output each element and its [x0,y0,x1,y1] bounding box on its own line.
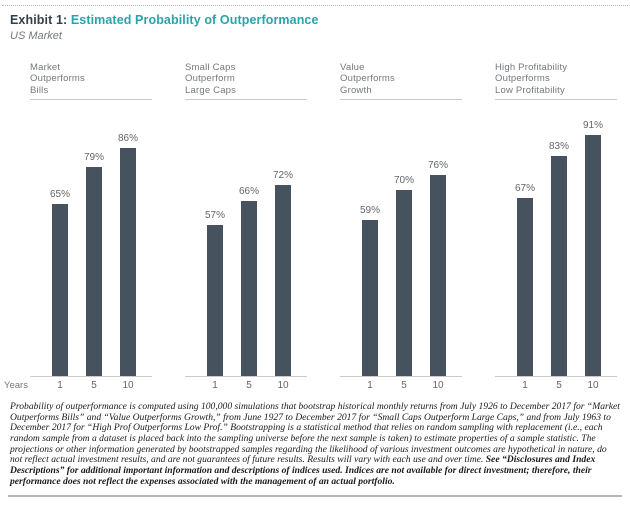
group-title: High Profitability Outperforms Low Profita… [495,62,617,96]
chart-header: Exhibit 1: Estimated Probability of Outp… [10,13,620,43]
bar-value-label: 59% [360,204,381,216]
bar-slot: 57% [205,209,226,376]
x-axis-ticks: 1 5 10 [495,380,617,391]
bar [585,134,601,376]
bar-slot: 65% [50,188,71,376]
chart-group: Market Outperforms Bills 65% 79% 86% 1 5 10 [30,62,152,391]
x-axis-baseline [340,375,462,377]
group-title: Market Outperforms Bills [30,62,152,96]
group-title: Small Caps Outperform Large Caps [185,62,307,96]
bar-value-label: 86% [118,132,139,144]
bar-slot: 76% [428,159,449,376]
bar-slot: 70% [394,174,415,376]
bar-value-label: 91% [583,119,604,131]
bar-slot: 72% [273,169,294,376]
chart-title: Estimated Probability of Outperformance [70,13,319,27]
group-title: Value Outperforms Growth [340,62,462,96]
bar-value-label: 79% [84,151,105,163]
top-dotted-divider [2,5,628,6]
bar [241,200,257,376]
bar-slot: 91% [583,119,604,376]
bar [207,224,223,376]
group-title-line: Outperforms [340,73,395,85]
x-axis-tick-label: 5 [246,379,252,391]
group-plot: 59% 70% 76% [340,100,462,376]
x-axis-tick-label: 1 [212,379,218,391]
chart-group: Value Outperforms Growth 59% 70% 76% 1 5 10 [340,62,462,391]
group-title-underline [30,98,152,100]
group-title-line: High Profitability [495,62,568,73]
bar-value-label: 70% [394,174,415,186]
bar [551,155,567,376]
group-title-underline [495,98,617,100]
group-title-line: Value [340,62,365,73]
bar-slot: 66% [239,185,260,376]
footnote: Probability of outperformance is compute… [10,400,620,488]
bar-value-label: 72% [273,169,294,181]
group-title-line: Outperform [185,73,236,85]
x-axis-label: Years [4,379,28,391]
x-axis-ticks: 1 5 10 [30,380,152,391]
bar [396,189,412,376]
x-axis-tick-label: 1 [522,379,528,391]
bar-chart-groups: Market Outperforms Bills 65% 79% 86% 1 5 10 Small… [0,62,630,391]
bar-chart: Market Outperforms Bills 65% 79% 86% 1 5 10 Small… [0,62,630,391]
bar [86,166,102,376]
x-axis-tick-label: 5 [401,379,407,391]
group-title-line: Market [30,62,61,73]
bar-value-label: 76% [428,159,449,171]
x-axis-tick-label: 10 [122,379,134,391]
chart-group: High Profitability Outperforms Low Profita… [495,62,617,391]
bar-slot: 67% [515,182,536,376]
exhibit-label: Exhibit 1: [10,13,68,27]
bar-value-label: 83% [549,140,570,152]
x-axis-tick-label: 10 [277,379,289,391]
group-title-line: Growth [340,84,372,96]
x-axis-ticks: 1 5 10 [185,380,307,391]
group-title-underline [340,98,462,100]
bar [362,219,378,376]
chart-subtitle: US Market [10,30,62,42]
x-axis-tick-label: 10 [587,379,599,391]
footnote-bold-text: See “Disclosures and Index Descriptions”… [10,454,596,487]
bar [52,203,68,376]
footnote-regular-text: Probability of outperformance is compute… [10,400,620,466]
group-plot: 57% 66% 72% [185,100,307,376]
bar-value-label: 66% [239,185,260,197]
bar [517,197,533,376]
group-title-line: Low Profitability [495,84,565,96]
bar [430,174,446,376]
group-title-line: Outperforms [495,73,550,85]
bar [120,147,136,376]
group-plot: 65% 79% 86% [30,100,152,376]
group-title-line: Large Caps [185,84,237,96]
x-axis-ticks: 1 5 10 [340,380,462,391]
x-axis-baseline [185,375,307,377]
bottom-divider [8,495,622,497]
bar-slot: 59% [360,204,381,376]
x-axis-baseline [495,375,617,377]
x-axis-tick-label: 10 [432,379,444,391]
bar-slot: 83% [549,140,570,376]
bar-slot: 79% [84,151,105,376]
x-axis-tick-label: 1 [57,379,63,391]
x-axis-tick-label: 1 [367,379,373,391]
group-title-line: Outperforms [30,73,85,85]
x-axis-baseline [30,375,152,377]
x-axis-tick-label: 5 [556,379,562,391]
group-title-line: Small Caps [185,62,236,73]
page-title: Exhibit 1: Estimated Probability of Outp… [10,13,620,28]
bar [275,184,291,376]
x-axis-tick-label: 5 [91,379,97,391]
bar-value-label: 57% [205,209,226,221]
bar-value-label: 65% [50,188,71,200]
bar-value-label: 67% [515,182,536,194]
group-title-line: Bills [30,84,49,96]
group-plot: 67% 83% 91% [495,100,617,376]
bar-slot: 86% [118,132,139,376]
chart-group: Small Caps Outperform Large Caps 57% 66% 72% 1… [185,62,307,391]
group-title-underline [185,98,307,100]
